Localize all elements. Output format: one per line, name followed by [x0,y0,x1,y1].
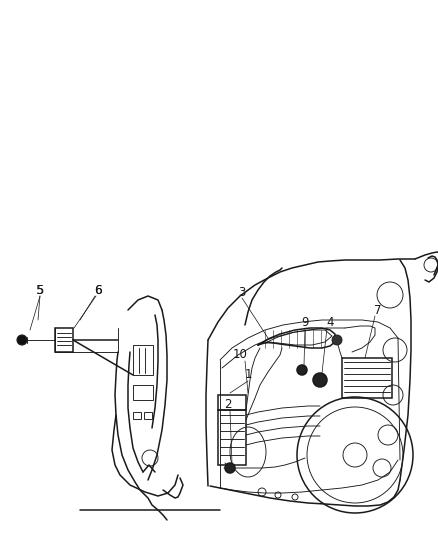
Bar [133,412,141,419]
Text: 1: 1 [244,368,252,382]
Bar [218,410,246,465]
Bar [218,395,246,410]
Bar [144,412,152,419]
Text: 6: 6 [94,284,102,296]
Circle shape [225,463,235,473]
Circle shape [297,365,307,375]
Bar [342,358,392,398]
Text: 9: 9 [301,316,309,328]
Text: 5: 5 [36,284,44,296]
Text: 3: 3 [238,286,246,298]
Circle shape [17,335,27,345]
Text: 7: 7 [374,303,382,317]
Bar [55,328,73,352]
Text: 5: 5 [36,284,44,296]
Text: 10: 10 [233,349,247,361]
Circle shape [332,335,342,345]
Circle shape [313,373,327,387]
Text: 4: 4 [326,316,334,328]
Bar [133,345,153,375]
Bar [133,385,153,400]
Text: 6: 6 [94,284,102,296]
Text: 2: 2 [224,399,232,411]
